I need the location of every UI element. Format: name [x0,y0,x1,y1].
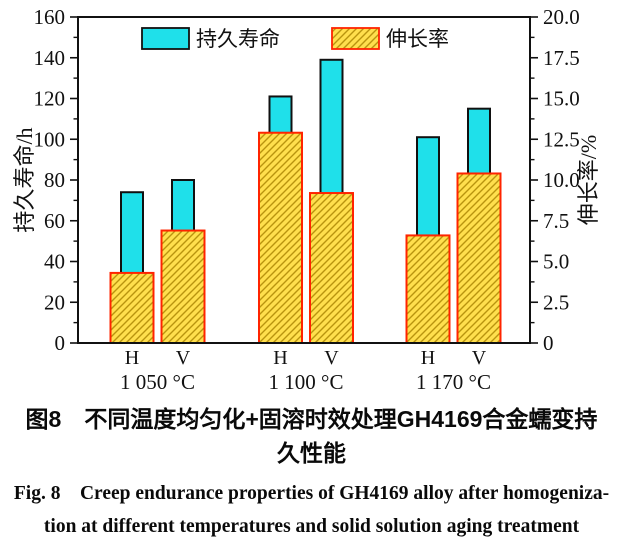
right-tick-label: 15.0 [543,87,580,111]
caption-en-line2: tion at different temperatures and solid… [43,516,580,537]
group-label: 1 170 °C [416,370,491,394]
legend-swatch-life [141,27,190,50]
bar-label-V: V [176,347,191,369]
left-tick-label: 0 [55,331,66,355]
bar-elongation-1100C-V [309,192,354,344]
caption-zh-line2: 久性能 [277,440,346,466]
left-tick-label: 160 [34,5,66,29]
bar-label-H: H [125,347,139,369]
legend-label-elongation: 伸长率 [386,27,449,51]
group-label: 1 100 °C [269,370,344,394]
right-tick-label: 12.5 [543,127,580,151]
left-tick-label: 20 [44,290,65,314]
right-tick-label: 10.0 [543,168,580,192]
right-axis-title: 伸长率/% [576,135,601,225]
bar-elongation-1170C-V [456,172,502,344]
bar-label-V: V [472,347,487,369]
left-tick-label: 60 [44,209,65,233]
bar-elongation-1050C-H [109,271,155,344]
right-tick-label: 7.5 [543,209,569,233]
bar-label-H: H [273,347,287,369]
legend-label-life: 持久寿命 [196,27,280,51]
left-tick-label: 40 [44,250,65,274]
left-axis-title: 持久寿命/h [12,127,37,232]
caption-chinese: 图8 不同温度均匀化+固溶时效处理GH4169合金蠕变持 久性能 [0,402,623,470]
bar-elongation-1100C-H [258,131,303,344]
bar-label-H: H [421,347,435,369]
bar-chart: 0 20 40 60 80 100 120 140 160 0 2.5 5.0 7.5 10.0 12.5 1… [12,5,601,394]
left-tick-label: 120 [34,87,66,111]
left-tick-label: 140 [34,46,66,70]
right-tick-label: 0 [543,331,554,355]
legend-swatch-elongation [331,27,380,50]
bar-label-V: V [324,347,339,369]
caption-english: Fig. 8 Creep endurance properties of GH4… [0,477,623,543]
left-tick-label: 80 [44,168,65,192]
left-tick-label: 100 [34,127,66,151]
right-tick-label: 20.0 [543,5,580,29]
group-label: 1 050 °C [120,370,195,394]
caption-en-line1: Fig. 8 Creep endurance properties of GH4… [13,483,610,504]
right-tick-label: 2.5 [543,290,569,314]
right-tick-label: 17.5 [543,46,580,70]
caption-zh-line1: 图8 不同温度均匀化+固溶时效处理GH4169合金蠕变持 [25,406,598,432]
bar-elongation-1050C-V [160,229,206,344]
chart-canvas: 0 20 40 60 80 100 120 140 160 0 2.5 5.0 7.5 10.0 12.5 1… [12,5,601,394]
bar-elongation-1170C-H [405,234,451,344]
right-tick-label: 5.0 [543,250,569,274]
